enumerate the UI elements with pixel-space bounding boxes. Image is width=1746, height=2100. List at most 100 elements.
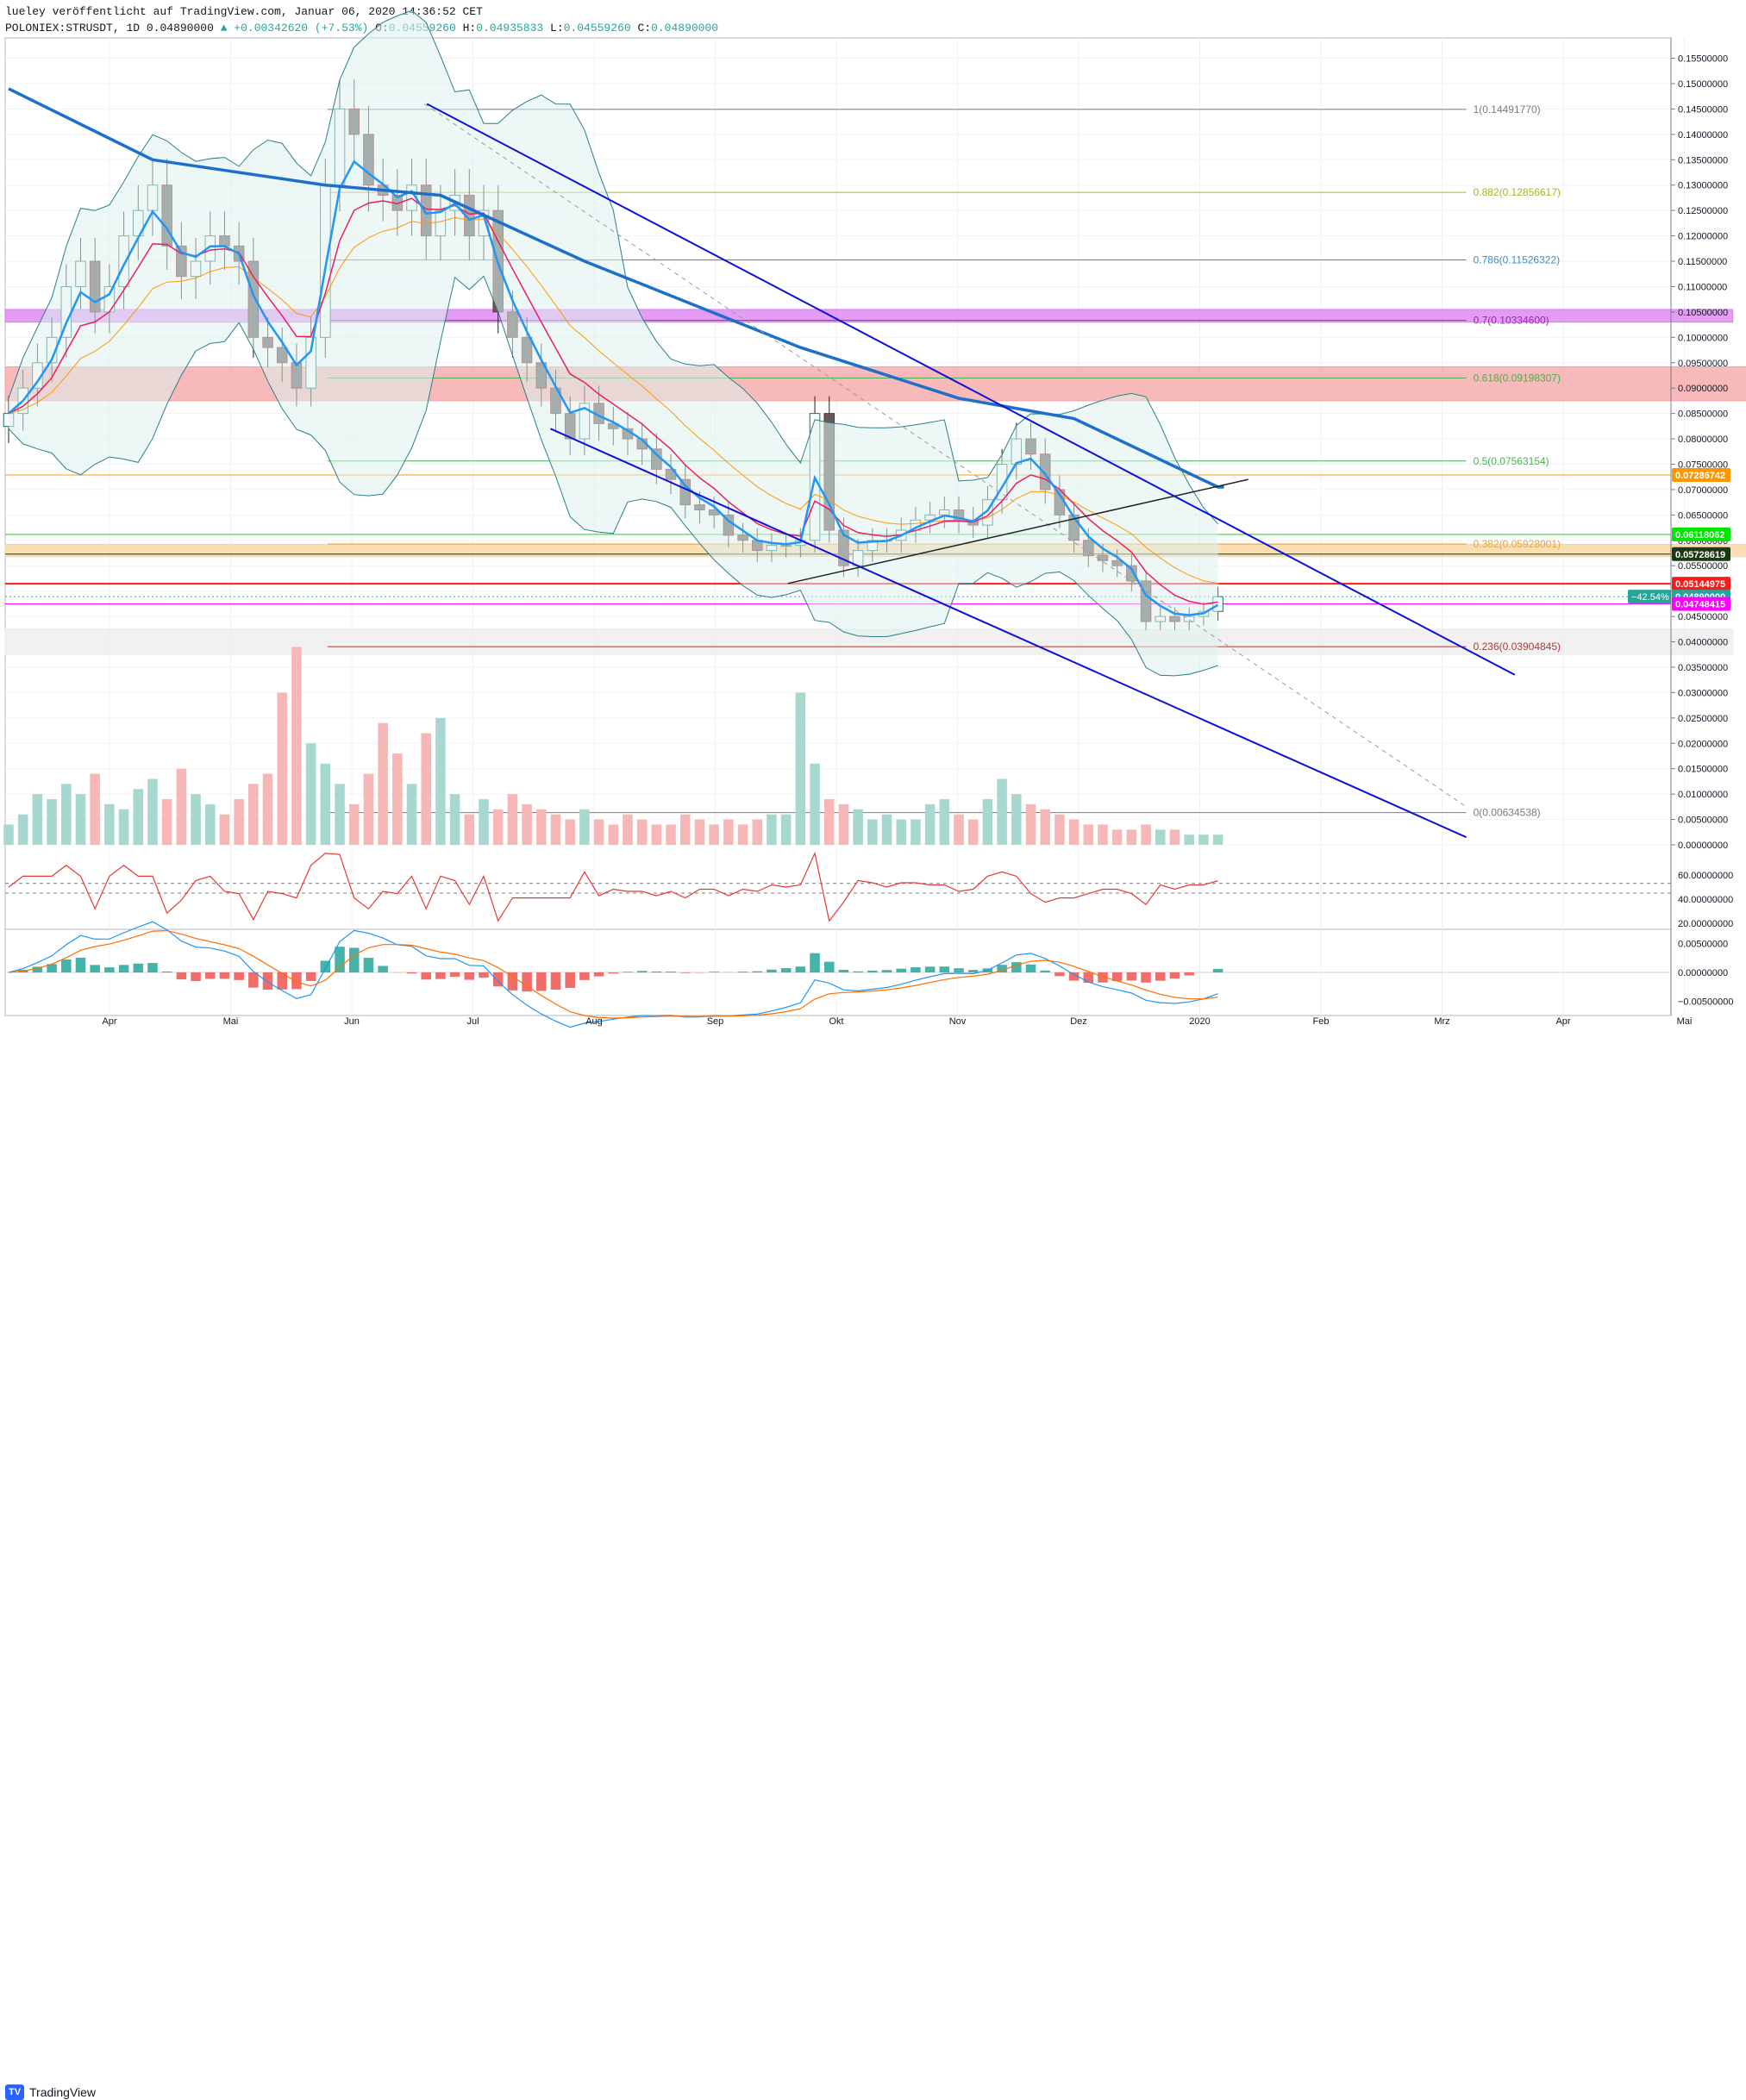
y-tick-label: 0.15000000: [1678, 79, 1728, 90]
macd-histogram-bar: [536, 972, 547, 991]
y-tick-label: 0.02000000: [1678, 739, 1728, 749]
pct-tag-label: −42.54%: [1631, 592, 1669, 603]
volume-bar: [1127, 829, 1137, 845]
y-tick-label: 0.13000000: [1678, 181, 1728, 191]
volume-bar: [392, 753, 403, 845]
macd-histogram-bar: [90, 965, 100, 972]
volume-bar: [335, 784, 345, 845]
volume-bar: [579, 809, 590, 845]
macd-histogram-bar: [1127, 972, 1137, 980]
price-chart[interactable]: 1(0.14491770)0.882(0.12856617)0.786(0.11…: [0, 0, 1746, 1068]
macd-histogram-bar: [1213, 969, 1223, 972]
volume-bar: [1098, 824, 1108, 845]
macd-histogram-bar: [134, 964, 144, 972]
volume-bar: [306, 743, 316, 845]
volume-bar: [536, 809, 547, 845]
volume-bar: [291, 647, 302, 845]
macd-histogram-bar: [364, 958, 374, 972]
macd-histogram-bar: [291, 972, 302, 989]
x-tick-label: Aug: [585, 1016, 603, 1027]
y-tick-label: 0.08500000: [1678, 409, 1728, 420]
volume-bar: [767, 815, 777, 845]
volume-bar: [968, 820, 979, 845]
volume-bar: [867, 820, 878, 845]
volume-bar: [508, 794, 518, 845]
macd-histogram-bar: [911, 967, 921, 972]
macd-histogram-bar: [609, 972, 619, 973]
macd-tick-label: 0.00500000: [1678, 940, 1728, 950]
macd-histogram-bar: [551, 972, 561, 990]
macd-histogram-bar: [637, 971, 648, 972]
price-tag-label: 0.05144975: [1675, 579, 1725, 590]
y-tick-label: 0.14500000: [1678, 104, 1728, 115]
y-tick-label: 0.10000000: [1678, 333, 1728, 343]
rsi-tick-label: 60.00000000: [1678, 871, 1733, 881]
macd-histogram-bar: [407, 972, 417, 973]
volume-bar: [1155, 829, 1166, 845]
volume-bar: [1054, 815, 1065, 845]
x-tick-label: Mrz: [1434, 1016, 1449, 1027]
macd-histogram-bar: [191, 972, 201, 981]
macd-histogram-bar: [104, 967, 115, 972]
x-tick-label: Jun: [344, 1016, 360, 1027]
tradingview-logo[interactable]: TV TradingView: [5, 2084, 96, 2100]
fib-label: 0.382(0.05928001): [1474, 538, 1561, 550]
macd-histogram-bar: [76, 958, 86, 972]
y-tick-label: 0.02500000: [1678, 714, 1728, 724]
macd-histogram-bar: [896, 969, 906, 972]
fib-label: 0.618(0.09198307): [1474, 372, 1561, 384]
volume-bar: [983, 799, 993, 845]
y-tick-label: 0.00500000: [1678, 816, 1728, 826]
fib-label: 0.7(0.10334600): [1474, 315, 1549, 327]
volume-bar: [465, 815, 475, 845]
y-tick-label: 0.08000000: [1678, 434, 1728, 445]
macd-histogram-bar: [435, 972, 446, 979]
volume-bar: [925, 804, 936, 845]
volume-bar: [134, 789, 144, 845]
tradingview-logo-icon: TV: [5, 2084, 24, 2100]
y-tick-label: 0.04000000: [1678, 638, 1728, 648]
volume-bar: [479, 799, 489, 845]
macd-histogram-bar: [248, 972, 259, 988]
y-tick-label: 0.15500000: [1678, 54, 1728, 65]
macd-histogram-bar: [220, 972, 230, 978]
volume-bar: [220, 815, 230, 845]
macd-histogram-bar: [882, 970, 892, 972]
volume-bar: [752, 820, 762, 845]
macd-histogram-bar: [968, 970, 979, 972]
volume-bar: [147, 778, 158, 845]
volume-bar: [1213, 834, 1223, 845]
volume-bar: [3, 824, 14, 845]
volume-bar: [882, 815, 892, 845]
volume-bar: [853, 809, 863, 845]
x-tick-label: Dez: [1070, 1016, 1087, 1027]
volume-bar: [1069, 820, 1080, 845]
volume-bar: [738, 824, 748, 845]
macd-histogram-bar: [1141, 972, 1151, 983]
volume-bar: [680, 815, 691, 845]
price-tag-label: 0.04748415: [1675, 599, 1725, 609]
macd-histogram-bar: [263, 972, 273, 990]
macd-histogram-bar: [119, 965, 129, 972]
macd-histogram-bar: [810, 953, 820, 972]
fib-label: 0(0.00634538): [1474, 807, 1541, 819]
volume-bar: [1141, 824, 1151, 845]
fib-label: 0.5(0.07563154): [1474, 455, 1549, 467]
x-tick-label: Jul: [466, 1016, 479, 1027]
volume-bar: [277, 692, 287, 845]
macd-histogram-bar: [579, 972, 590, 980]
macd-histogram-bar: [508, 972, 518, 991]
volume-bar: [652, 824, 662, 845]
volume-bar: [321, 764, 331, 845]
volume-bar: [47, 799, 57, 845]
volume-bar: [522, 804, 532, 845]
y-tick-label: 0.04500000: [1678, 612, 1728, 622]
y-tick-label: 0.01000000: [1678, 790, 1728, 800]
price-tag-label: 0.05728619: [1675, 550, 1725, 560]
macd-histogram-bar: [940, 966, 950, 972]
brand-name: TradingView: [29, 2085, 96, 2099]
volume-bar: [796, 692, 806, 845]
volume-bar: [205, 804, 216, 845]
volume-bar: [666, 824, 676, 845]
macd-histogram-bar: [479, 972, 489, 978]
